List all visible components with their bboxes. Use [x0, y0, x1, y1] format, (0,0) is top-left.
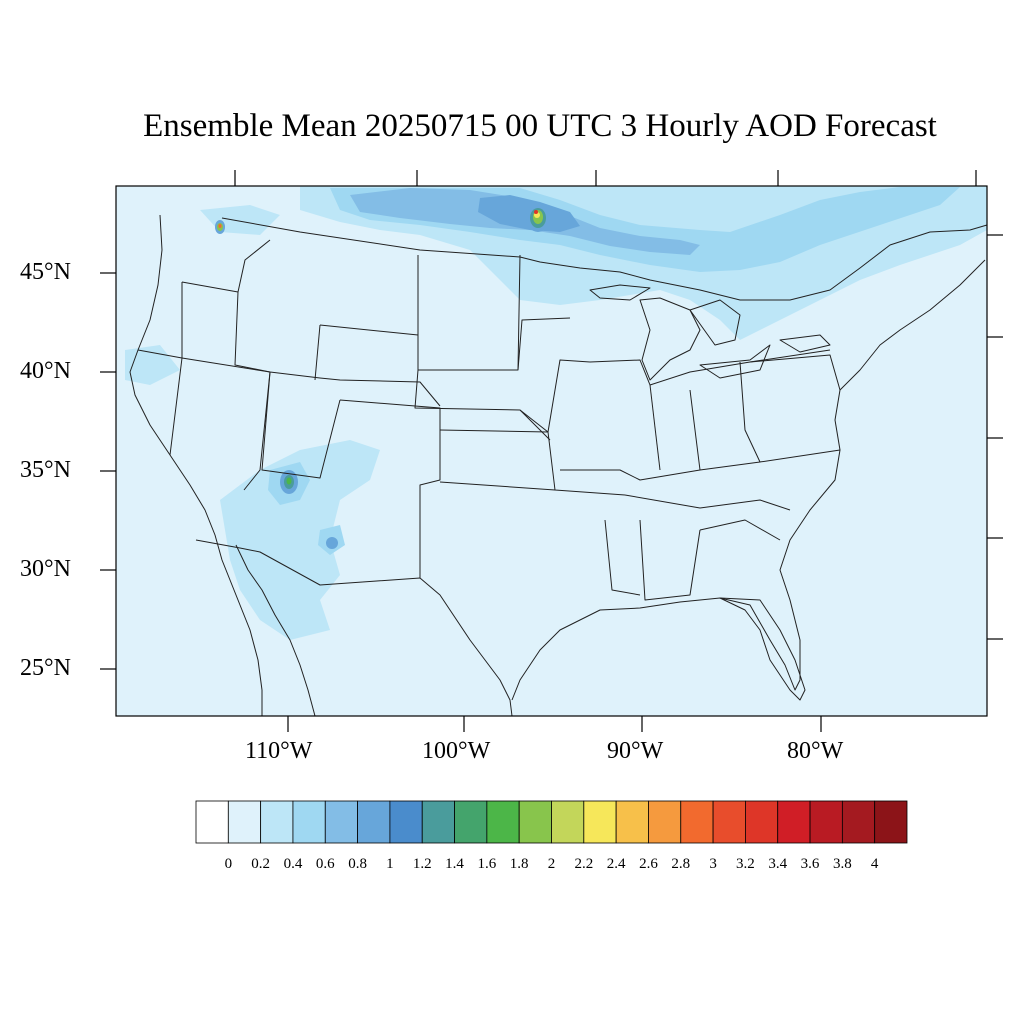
colorbar-tick-label: 2.8	[671, 856, 691, 872]
colorbar-swatch	[648, 800, 682, 844]
aod-hotspots	[215, 204, 550, 549]
map-title: Ensemble Mean 20250715 00 UTC 3 Hourly A…	[143, 108, 937, 144]
lat-label-30: 30°N	[20, 556, 71, 582]
colorbar-tick-label: 0.4	[283, 856, 303, 872]
colorbar-tick-label: 2.6	[639, 856, 658, 872]
colorbar-swatch	[357, 800, 391, 844]
west-coast	[129, 214, 263, 716]
colorbar-tick-label: 3	[709, 856, 717, 872]
colorbar-swatch	[680, 800, 714, 844]
colorbar-tick-label: 1.8	[509, 856, 529, 872]
aod-plume-southwest	[220, 440, 380, 640]
great-lakes	[639, 297, 701, 381]
colorbar-swatch	[745, 800, 779, 844]
colorbar-swatch	[615, 800, 649, 844]
colorbar-tick-label: 0.8	[348, 856, 367, 872]
colorbar-tick-label: 1	[386, 856, 394, 872]
colorbar-tick-label: 2.2	[574, 856, 594, 872]
colorbar-swatch	[874, 800, 908, 844]
colorbar-swatch	[195, 800, 229, 844]
mexico-border	[195, 539, 513, 717]
colorbar-swatch	[809, 800, 843, 844]
hotspot-new-mexico	[326, 537, 338, 549]
colorbar-swatch	[324, 800, 358, 844]
lon-label-80w: 80°W	[787, 738, 844, 764]
colorbar-swatch	[389, 800, 423, 844]
colorbar-tick-label: 1.2	[412, 856, 432, 872]
colorbar-swatch	[777, 800, 811, 844]
colorbar-swatch	[583, 800, 617, 844]
canada-border	[221, 217, 988, 301]
colorbar-tick-label: 3.2	[736, 856, 755, 872]
colorbar-tick-label: 1.6	[477, 856, 497, 872]
lat-label-45: 45°N	[20, 259, 71, 285]
colorbar-tick-label: 3.8	[832, 856, 852, 872]
colorbar-tick-label: 2	[547, 856, 556, 872]
lat-label-35: 35°N	[20, 457, 71, 483]
colorbar	[195, 800, 908, 844]
colorbar-tick-label: 4	[870, 856, 879, 872]
colorbar-swatch	[227, 800, 262, 844]
colorbar-swatch	[454, 800, 488, 844]
colorbar-swatch	[260, 800, 294, 844]
lat-label-40: 40°N	[20, 358, 71, 384]
axis-ticks	[100, 170, 1003, 732]
colorbar-swatch	[551, 800, 585, 844]
colorbar-tick-label: 3.4	[768, 856, 788, 872]
geographic-outlines	[129, 214, 988, 717]
colorbar-tick-label: 1.4	[445, 856, 464, 872]
lon-label-100w: 100°W	[422, 738, 491, 764]
lat-label-25: 25°N	[20, 655, 71, 681]
colorbar-tick-label: 0.2	[251, 856, 270, 872]
map-frame	[115, 185, 988, 717]
colorbar-tick-label: 0.6	[315, 856, 335, 872]
colorbar-swatch	[292, 800, 326, 844]
colorbar-swatch	[841, 800, 876, 844]
lon-label-110w: 110°W	[245, 738, 313, 764]
colorbar-swatch	[421, 800, 455, 844]
gulf-coast	[511, 259, 986, 701]
colorbar-tick-label: 3.6	[800, 856, 820, 872]
colorbar-swatch	[486, 800, 520, 844]
lon-label-90w: 90°W	[607, 738, 664, 764]
florida	[719, 597, 806, 701]
colorbar-tick-label: 0	[224, 856, 233, 872]
aod-plumes	[125, 186, 987, 640]
colorbar-swatch	[712, 800, 746, 844]
colorbar-tick-label: 2.4	[606, 856, 626, 872]
colorbar-swatch	[518, 800, 552, 844]
